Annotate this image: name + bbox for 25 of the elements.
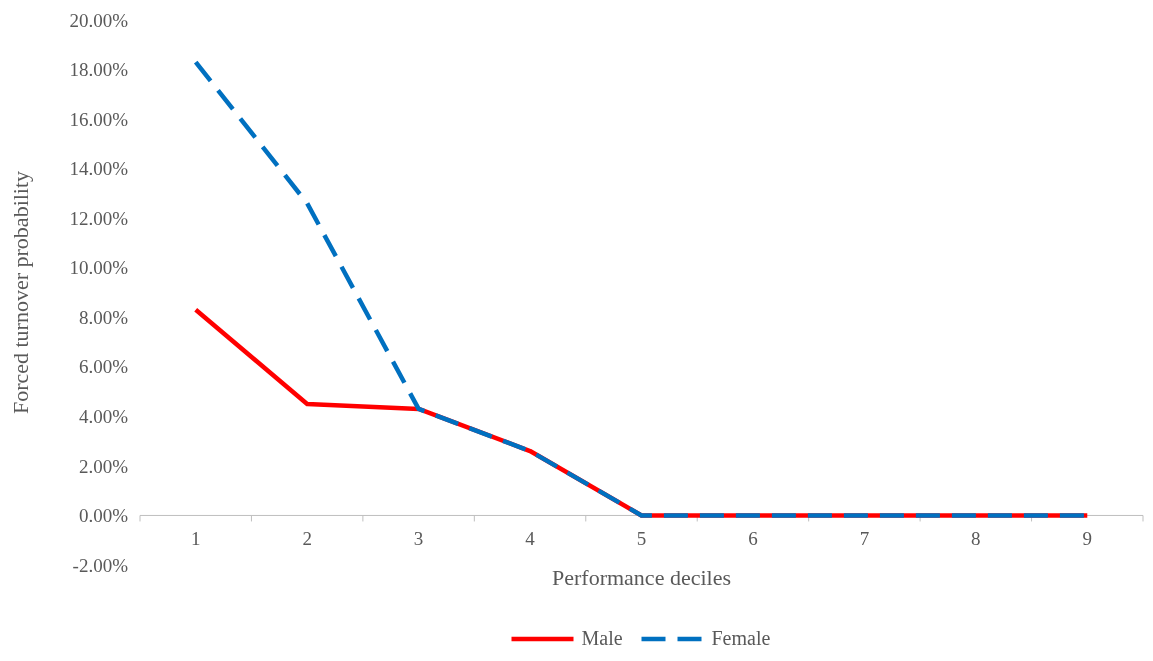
x-tick-label: 5 bbox=[636, 528, 647, 550]
x-tick-label: 3 bbox=[413, 528, 424, 550]
y-tick-label: 20.00% bbox=[69, 9, 129, 31]
x-tick-label: 9 bbox=[1082, 528, 1093, 550]
x-tick-label: 1 bbox=[190, 528, 201, 550]
y-tick-label: 2.00% bbox=[78, 455, 129, 477]
legend-label: Male bbox=[581, 627, 623, 649]
x-axis-title: Performance deciles bbox=[552, 565, 731, 590]
x-tick-label: 2 bbox=[302, 528, 312, 550]
x-tick-label: 8 bbox=[971, 528, 981, 550]
y-axis-title: Forced turnover probability bbox=[8, 170, 33, 415]
y-tick-label: 8.00% bbox=[78, 306, 129, 328]
y-tick-label: 16.00% bbox=[69, 108, 129, 130]
x-tick-label: 4 bbox=[525, 528, 536, 550]
y-tick-label: -2.00% bbox=[72, 554, 129, 576]
y-tick-label: 6.00% bbox=[78, 356, 129, 378]
x-tick-label: 7 bbox=[859, 528, 870, 550]
y-tick-label: 14.00% bbox=[69, 158, 129, 180]
y-tick-label: 10.00% bbox=[69, 257, 129, 279]
y-tick-label: 18.00% bbox=[69, 59, 129, 81]
legend-label: Female bbox=[711, 627, 771, 649]
y-tick-label: 0.00% bbox=[78, 505, 129, 527]
x-tick-label: 6 bbox=[748, 528, 758, 550]
y-tick-label: 4.00% bbox=[78, 406, 129, 428]
y-tick-label: 12.00% bbox=[69, 207, 129, 229]
